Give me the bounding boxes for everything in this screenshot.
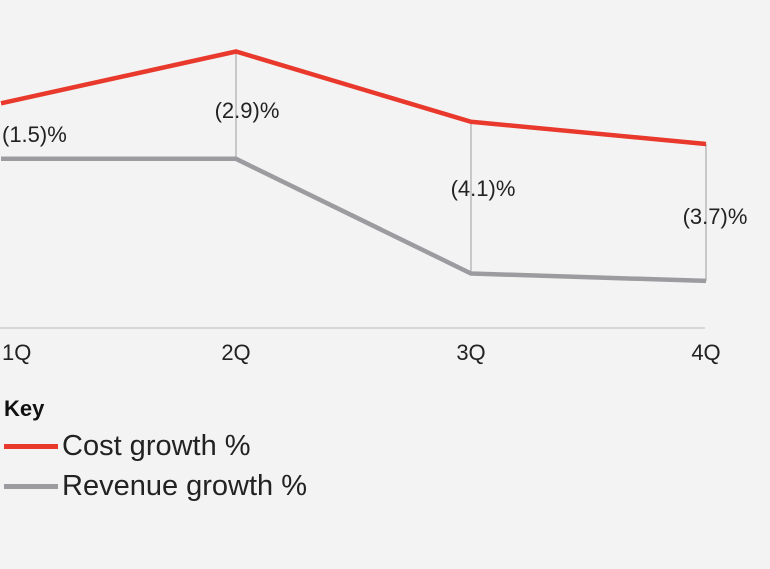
gap-label: (2.9)% — [215, 98, 280, 123]
series-line-revenue — [1, 156, 707, 284]
gap-label: (1.5)% — [2, 122, 67, 147]
x-tick-label: 4Q — [691, 340, 720, 365]
gap-label: (4.1)% — [451, 176, 516, 201]
legend-item-revenue: Revenue growth % — [4, 466, 307, 506]
legend-swatch-revenue — [4, 483, 58, 489]
line-chart: (1.5)% (2.9)% (4.1)% (3.7)% 1Q 2Q 3Q 4Q — [0, 49, 748, 365]
gap-label: (3.7)% — [683, 204, 748, 229]
legend-label-revenue: Revenue growth % — [62, 469, 308, 502]
x-tick-label: 2Q — [221, 340, 250, 365]
series-line-cost — [0, 49, 707, 147]
legend-item-cost: Cost growth % — [4, 426, 307, 466]
x-tick-label: 3Q — [456, 340, 485, 365]
legend-label-cost: Cost growth % — [62, 429, 251, 462]
legend-swatch-cost — [4, 443, 58, 449]
legend-title: Key — [4, 396, 45, 421]
x-tick-label: 1Q — [2, 340, 31, 365]
legend: Key Cost growth % Revenue growth % — [4, 396, 307, 506]
